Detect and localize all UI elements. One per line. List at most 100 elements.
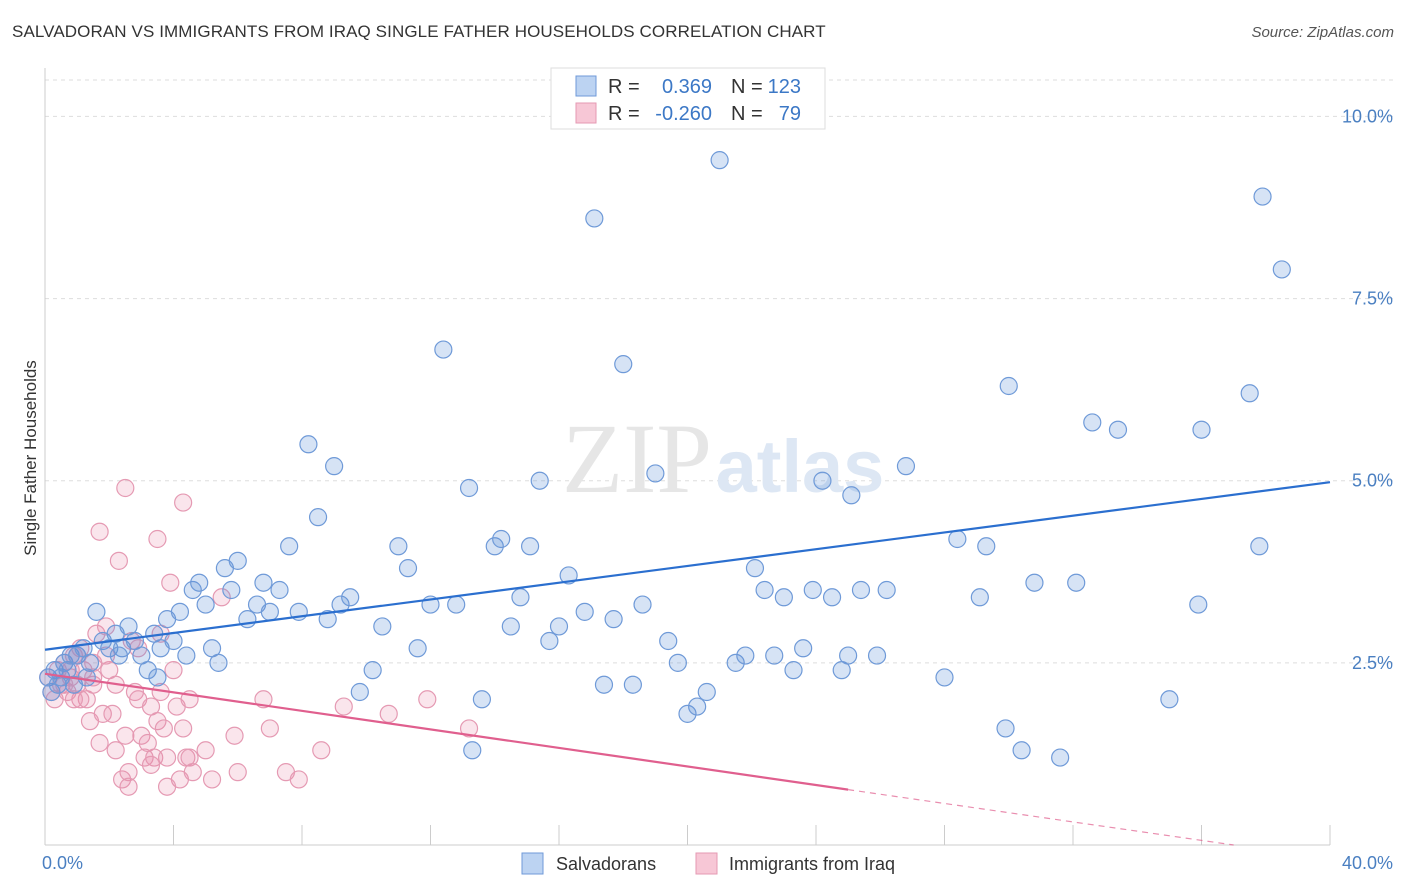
- tick-labels: 2.5% 5.0% 7.5% 10.0% 0.0% 40.0%: [42, 106, 1393, 873]
- iraq-point-78: [64, 690, 84, 709]
- salvadoran-point-70: [604, 610, 623, 629]
- iraq-point-37: [157, 748, 177, 767]
- iraq-point-46: [196, 741, 215, 760]
- salvadoran-point-49: [373, 617, 392, 636]
- salvadoran-point-52: [408, 639, 427, 658]
- salvadoran-point-66: [559, 566, 578, 585]
- salvadoran-point-73: [633, 595, 652, 614]
- salvadoran-point-45: [331, 595, 350, 614]
- salvadoran-point-68: [585, 209, 604, 228]
- y-axis-label: Single Father Households: [21, 360, 40, 556]
- y-tick-label-0: 2.5%: [1352, 653, 1393, 673]
- stats-r-label-1: R =: [608, 76, 640, 98]
- salvadoran-point-74: [646, 464, 665, 483]
- iraq-point-17: [93, 704, 112, 723]
- series-legend: Salvadorans Immigrants from Iraq: [521, 852, 895, 875]
- salvadoran-point-79: [697, 682, 716, 702]
- salvadoran-point-47: [350, 682, 369, 702]
- y-tick-label-1: 5.0%: [1352, 471, 1393, 491]
- salvadoran-point-97: [896, 457, 916, 476]
- salvadoran-point-44: [318, 610, 337, 629]
- axes: [44, 68, 1331, 846]
- salvadoran-point-115: [1253, 187, 1272, 206]
- salvadoran-point-95: [867, 646, 887, 665]
- salvadoran-point-108: [1083, 413, 1102, 432]
- salvadoran-point-72: [623, 675, 642, 694]
- salvadoran-point-100: [970, 588, 989, 607]
- legend-swatch-salvadorans: [521, 852, 544, 875]
- salvadoran-point-110: [1160, 690, 1179, 709]
- iraq-point-50: [116, 478, 135, 498]
- salvadoran-point-116: [1272, 260, 1291, 279]
- iraq-point-64: [141, 755, 161, 774]
- iraq-point-22: [109, 551, 128, 570]
- iraq-point-75: [418, 690, 437, 709]
- salvadoran-point-86: [774, 588, 793, 607]
- salvadoran-point-26: [177, 646, 196, 665]
- iraq-point-72: [312, 741, 331, 760]
- salvadoran-point-118: [325, 457, 344, 476]
- salvadoran-point-20: [138, 661, 157, 680]
- iraq-point-30: [135, 748, 154, 767]
- salvadoran-point-34: [228, 551, 247, 570]
- salvadoran-point-81: [726, 653, 745, 672]
- iraq-point-42: [174, 719, 193, 738]
- salvadoran-point-94: [851, 580, 871, 600]
- salvadoran-point-59: [492, 529, 511, 549]
- salvadoran-point-0: [39, 668, 58, 687]
- iraq-point-53: [174, 493, 193, 512]
- salvadoran-point-67: [575, 602, 594, 621]
- iraq-point-18: [96, 617, 116, 636]
- iraq-point-52: [148, 529, 167, 549]
- stats-n-label-2: N =: [731, 103, 763, 125]
- salvadoran-point-55: [447, 595, 466, 614]
- salvadoran-point-88: [794, 639, 813, 658]
- salvadoran-point-77: [678, 704, 697, 723]
- series-salvadoran-points: [39, 151, 1291, 767]
- salvadoran-point-98: [935, 668, 954, 687]
- salvadoran-point-24: [164, 631, 183, 651]
- salvadoran-point-89: [803, 580, 822, 600]
- salvadoran-point-27: [183, 580, 202, 600]
- salvadoran-point-113: [1240, 384, 1259, 403]
- salvadoran-point-50: [389, 537, 408, 556]
- iraq-point-51: [90, 522, 109, 541]
- iraq-point-34: [148, 712, 167, 731]
- watermark: ZIP atlas: [562, 403, 884, 514]
- salvadoran-point-78: [688, 697, 707, 716]
- iraq-point-74: [379, 704, 398, 723]
- salvadoran-point-85: [765, 646, 784, 665]
- salvadoran-point-114: [1250, 537, 1269, 556]
- iraq-point-71: [289, 770, 308, 789]
- salvadoran-point-96: [877, 580, 896, 600]
- salvadoran-point-63: [530, 471, 549, 490]
- salvadoran-point-40: [280, 537, 299, 556]
- salvadoran-point-48: [363, 661, 382, 680]
- y-tick-label-2: 7.5%: [1352, 289, 1393, 309]
- salvadoran-point-119: [148, 668, 167, 687]
- iraq-point-20: [103, 704, 122, 723]
- iraq-point-25: [119, 763, 138, 782]
- legend-swatch-iraq: [695, 852, 718, 875]
- iraq-point-67: [225, 726, 244, 745]
- salvadoran-point-71: [614, 355, 633, 374]
- iraq-point-61: [119, 777, 138, 796]
- salvadoran-point-99: [948, 529, 967, 549]
- salvadoran-point-1: [42, 682, 61, 702]
- iraq-point-24: [116, 726, 135, 745]
- iraq-point-45: [183, 763, 202, 782]
- salvadoran-point-29: [196, 595, 215, 614]
- iraq-point-48: [212, 588, 231, 607]
- salvadoran-point-82: [736, 646, 755, 665]
- salvadoran-point-91: [822, 588, 842, 607]
- salvadoran-point-111: [1189, 595, 1208, 614]
- iraq-point-49: [228, 763, 247, 782]
- salvadoran-point-42: [299, 435, 318, 454]
- salvadoran-point-58: [485, 537, 504, 556]
- iraq-point-39: [164, 661, 183, 680]
- series-iraq-points: [39, 478, 479, 796]
- salvadoran-point-120: [109, 646, 128, 665]
- salvadoran-point-69: [594, 675, 614, 694]
- trend-lines: [44, 481, 1331, 846]
